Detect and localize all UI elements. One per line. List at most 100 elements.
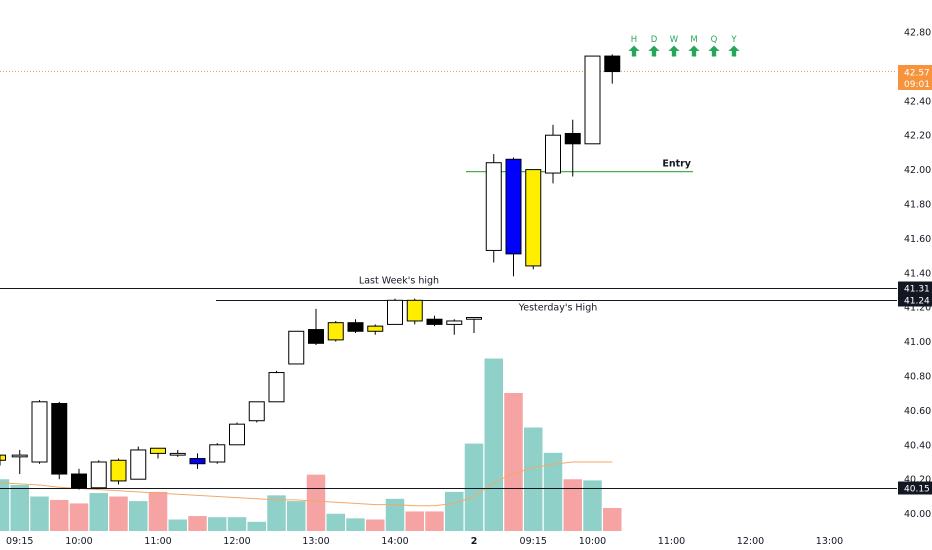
volume-bar <box>188 516 207 531</box>
candle <box>0 454 6 466</box>
price-tick-label: 40.60 <box>904 406 931 417</box>
time-tick-label: 10:00 <box>65 536 92 547</box>
candle-body <box>150 447 166 454</box>
price-tick-label: 40.40 <box>904 440 931 451</box>
candle <box>209 443 226 464</box>
up-arrow-icon <box>688 45 700 57</box>
candle <box>584 55 601 145</box>
volume-bar <box>30 496 49 531</box>
candle <box>11 449 28 475</box>
candle <box>229 422 245 446</box>
candle <box>110 458 127 485</box>
volume-bar <box>109 496 128 531</box>
candle <box>327 320 344 342</box>
countdown-label: 09:01 <box>904 80 930 90</box>
candle-body <box>248 401 265 422</box>
volume-bar <box>326 513 345 531</box>
last-week-high-badge-label: 41.31 <box>904 285 930 295</box>
time-tick-label: 11:00 <box>658 536 685 547</box>
candle <box>189 453 206 469</box>
volume-bar <box>10 485 29 531</box>
candle-body <box>367 325 384 332</box>
price-tick-label: 42.20 <box>904 131 931 142</box>
price-tick-label: 40.20 <box>904 475 931 486</box>
candle-body <box>406 299 423 322</box>
candle-body <box>604 55 621 73</box>
up-arrow-icon <box>728 45 740 57</box>
price-tick-label: 41.00 <box>904 337 931 348</box>
candle-body <box>426 318 443 325</box>
price-tick-label: 41.40 <box>904 268 931 279</box>
candle-body <box>268 372 285 403</box>
candle-body <box>387 299 403 325</box>
time-tick-label: 09:15 <box>520 536 547 547</box>
candle <box>90 460 107 489</box>
time-tick-label: 14:00 <box>381 536 408 547</box>
price-tick-label: 40.80 <box>904 372 931 383</box>
candle <box>150 447 166 459</box>
volume-ma-line <box>0 461 613 507</box>
volume-bar <box>445 491 464 531</box>
candle <box>367 324 384 335</box>
candle-body <box>485 162 502 251</box>
candle <box>268 370 285 403</box>
volume-bar <box>524 427 543 531</box>
support-level-badge-label: 40.15 <box>904 485 930 495</box>
volume-bar <box>543 452 563 531</box>
price-tick-label: 42.80 <box>904 28 931 39</box>
candle-body <box>31 401 48 463</box>
volume-bar <box>287 501 306 531</box>
up-arrow-icon <box>668 45 680 57</box>
volume-bar <box>405 511 424 531</box>
volume-bar <box>89 493 108 531</box>
candle-body <box>90 461 107 489</box>
entry-label: Entry <box>662 159 691 170</box>
candle <box>387 298 403 325</box>
time-tick-label: 13:00 <box>816 536 843 547</box>
candle-body <box>545 134 561 174</box>
volume-bar <box>247 521 266 531</box>
price-tick-label: 40.00 <box>904 509 931 520</box>
volume-bar <box>208 517 227 531</box>
last-price-badge <box>898 65 932 90</box>
candle <box>525 169 542 270</box>
signal-letter: D <box>651 35 658 45</box>
candle <box>564 119 581 177</box>
volume-bar <box>0 479 10 531</box>
last-price-label: 42.57 <box>904 69 930 79</box>
volume-bar <box>563 479 582 531</box>
candle-body <box>347 322 364 332</box>
signal-letter: Q <box>711 35 718 45</box>
candle-body <box>11 454 28 458</box>
candle-body <box>505 158 522 255</box>
candle-body <box>189 458 206 465</box>
signal-letter: M <box>690 35 697 45</box>
candle <box>248 401 265 423</box>
price-tick-label: 42.00 <box>904 165 931 176</box>
time-tick-label: 11:00 <box>144 536 171 547</box>
candle <box>466 317 482 333</box>
volume-bar <box>366 519 385 531</box>
volume-bar <box>603 508 622 531</box>
volume-bar <box>267 495 286 531</box>
candle <box>169 449 186 457</box>
candle <box>51 401 68 480</box>
price-tick-label: 41.60 <box>904 234 931 245</box>
candle-body <box>525 169 542 267</box>
volume-bar <box>306 474 326 531</box>
time-tick-label: 09:15 <box>6 536 33 547</box>
signal-letter: Y <box>730 35 737 45</box>
support-level-badge <box>898 481 932 495</box>
candle-body <box>51 403 68 475</box>
candle-body <box>110 459 127 482</box>
yesterday-high-label: Yesterday's High <box>518 302 598 313</box>
price-tick-label: 41.80 <box>904 200 931 211</box>
candle <box>604 54 621 84</box>
time-tick-label: 10:00 <box>579 536 606 547</box>
candle <box>545 124 561 184</box>
volume-bar <box>69 503 89 531</box>
signal-letter: W <box>670 35 679 45</box>
candle <box>308 308 324 346</box>
candle <box>71 468 87 490</box>
